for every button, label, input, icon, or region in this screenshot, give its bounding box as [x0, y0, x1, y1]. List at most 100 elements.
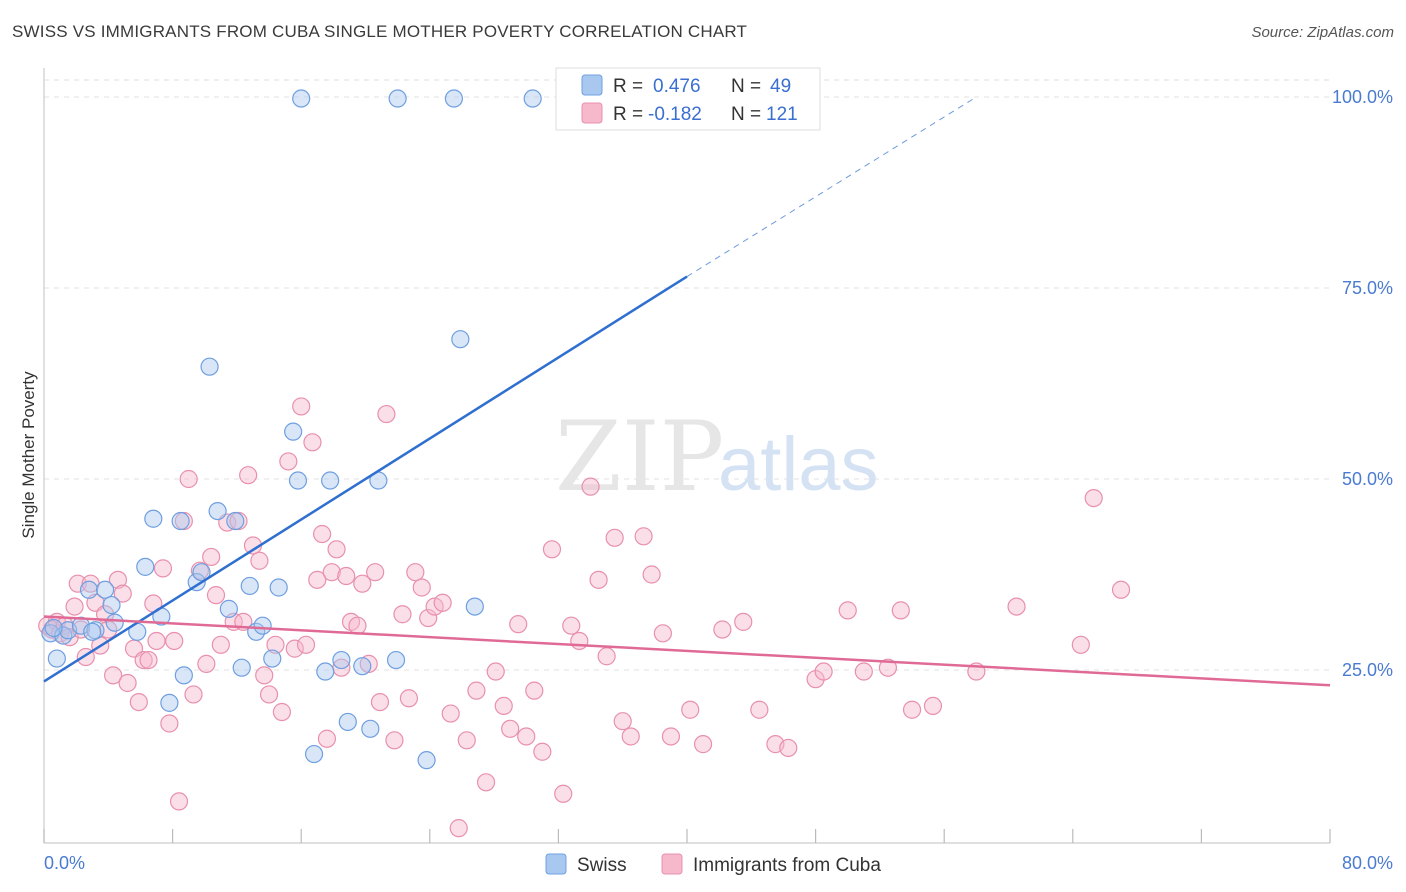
- cuba-point: [597, 647, 616, 666]
- cuba-point: [605, 528, 624, 547]
- cuba-point: [634, 527, 653, 546]
- cuba-point: [211, 635, 230, 654]
- cuba-point: [750, 700, 769, 719]
- cuba-point: [165, 631, 184, 651]
- legend-r-label-cuba: R =: [613, 104, 643, 125]
- cuba-point: [348, 616, 367, 635]
- cuba-point: [517, 727, 536, 746]
- swiss-point: [338, 712, 357, 732]
- cuba-point: [433, 593, 452, 612]
- swiss-point: [240, 576, 259, 596]
- cuba-point: [292, 397, 311, 416]
- swiss-point: [102, 595, 121, 615]
- grid-lines: [44, 79, 1330, 671]
- cuba-point: [68, 574, 87, 593]
- cuba-point: [1071, 635, 1090, 654]
- swiss-point: [54, 626, 73, 645]
- swiss-point: [288, 471, 308, 490]
- cuba-point: [854, 662, 873, 681]
- swiss-point: [444, 89, 464, 108]
- cuba-point: [501, 719, 520, 738]
- swiss-point: [44, 618, 63, 638]
- x-ticks: [43, 829, 1331, 843]
- cuba-point: [467, 681, 486, 700]
- cuba-points: [38, 397, 1131, 838]
- cuba-point: [613, 712, 632, 731]
- cuba-point: [259, 685, 279, 704]
- cuba-point: [255, 666, 274, 685]
- cuba-point: [239, 466, 258, 485]
- cuba-point: [476, 773, 496, 792]
- cuba-point: [179, 469, 198, 489]
- swiss-point: [269, 578, 288, 597]
- cuba-point: [642, 565, 661, 584]
- cuba-point: [1007, 597, 1026, 616]
- cuba-point: [317, 729, 337, 748]
- cuba-point: [279, 452, 298, 471]
- cuba-point: [713, 620, 732, 639]
- y-tick-label-100: 100.0%: [1332, 87, 1393, 107]
- cuba-point: [878, 658, 898, 677]
- legend-n-label-swiss: N =: [731, 76, 761, 97]
- swiss-point: [83, 622, 102, 641]
- x-tick-label-min: 0.0%: [44, 853, 85, 873]
- swiss-trend-line: [43, 275, 688, 683]
- cuba-trend-line: [43, 615, 1331, 687]
- trend-lines: [43, 96, 1331, 687]
- legend-n-value-swiss: 49: [770, 76, 791, 97]
- swiss-point: [47, 649, 66, 668]
- cuba-point: [129, 692, 148, 712]
- cuba-point: [108, 570, 128, 589]
- swiss-point: [219, 599, 238, 618]
- cuba-point: [661, 727, 681, 746]
- legend-swatch-swiss: [581, 74, 603, 96]
- bottom-legend-label-swiss: Swiss: [577, 855, 627, 876]
- swiss-point: [316, 662, 335, 681]
- y-tick-labels: 25.0% 50.0% 75.0% 100.0%: [1332, 87, 1393, 680]
- legend-swatch-cuba: [581, 102, 603, 124]
- cuba-point: [621, 727, 640, 746]
- cuba-point: [653, 624, 672, 643]
- swiss-point: [79, 580, 99, 599]
- cuba-point: [891, 601, 910, 620]
- cuba-point: [337, 566, 356, 586]
- swiss-point: [417, 751, 436, 770]
- swiss-points: [41, 89, 542, 770]
- swiss-point: [292, 89, 311, 108]
- swiss-point: [388, 89, 407, 108]
- swiss-point: [226, 511, 245, 531]
- cuba-point: [303, 433, 322, 452]
- x-tick-label-max: 80.0%: [1342, 853, 1393, 873]
- swiss-trend-extension: [686, 96, 977, 277]
- cuba-point: [923, 696, 943, 716]
- cuba-point: [779, 738, 798, 758]
- cuba-point: [570, 631, 589, 651]
- cuba-point: [147, 631, 166, 651]
- cuba-point: [693, 735, 713, 754]
- swiss-point: [263, 649, 282, 668]
- cuba-point: [71, 620, 91, 639]
- cuba-point: [412, 578, 431, 597]
- cuba-point: [441, 704, 460, 723]
- watermark-atlas: atlas: [718, 422, 879, 507]
- cuba-point: [197, 654, 216, 673]
- swiss-point: [253, 616, 272, 635]
- swiss-point: [192, 563, 211, 582]
- swiss-point: [160, 693, 179, 712]
- cuba-point: [377, 404, 396, 424]
- cuba-point: [65, 597, 84, 616]
- cuba-point: [366, 563, 385, 582]
- watermark-zip: ZIP: [555, 401, 724, 513]
- cuba-point: [902, 700, 922, 719]
- cuba-point: [134, 650, 153, 670]
- cuba-point: [308, 570, 327, 589]
- swiss-point: [105, 613, 124, 632]
- cuba-point: [681, 700, 700, 719]
- cuba-point: [160, 714, 179, 733]
- cuba-point: [113, 584, 132, 603]
- swiss-point: [174, 666, 193, 685]
- cuba-point: [104, 666, 123, 685]
- swiss-point: [332, 650, 351, 670]
- cuba-point: [393, 605, 412, 624]
- bottom-legend: Swiss Immigrants from Cuba: [545, 853, 881, 876]
